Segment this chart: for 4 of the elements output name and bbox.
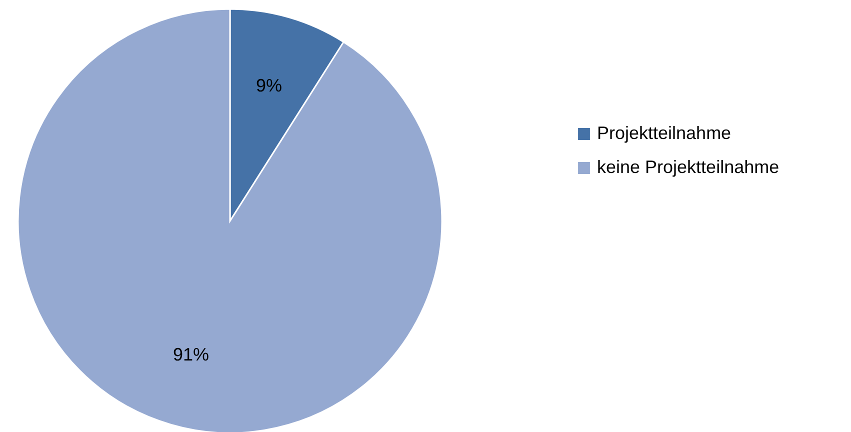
legend-label: keine Projektteilnahme [597,157,780,177]
data-label: 91% [172,344,209,364]
legend-label: Projektteilnahme [597,123,732,143]
data-label: 9% [256,76,282,96]
